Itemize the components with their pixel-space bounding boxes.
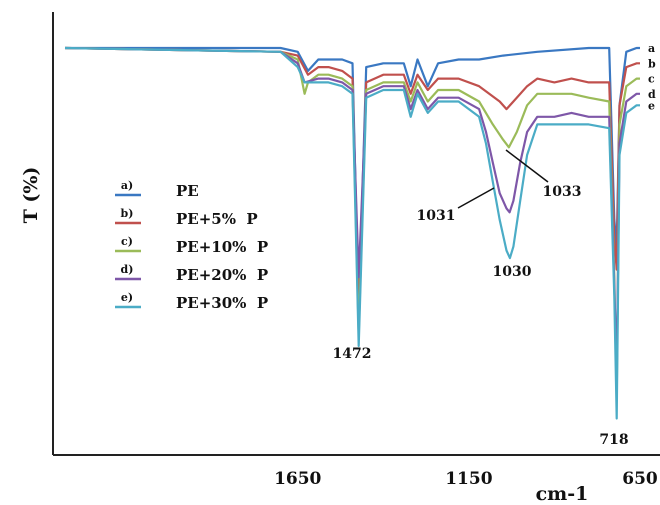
x-tick-label: 1150: [445, 469, 492, 489]
series-end-label-d: d: [648, 88, 656, 101]
series-line-e: [64, 46, 640, 420]
legend-letter: c): [121, 235, 133, 248]
series-end-label-a: a: [648, 42, 655, 55]
x-ticks: 1650 1150 650: [274, 469, 658, 489]
legend-label: PE+5% P: [176, 210, 258, 228]
annotation-leader-line: [457, 187, 495, 209]
series-end-label-b: b: [648, 57, 656, 70]
legend-letter: a): [121, 179, 133, 192]
x-tick-label: 1650: [274, 469, 321, 489]
annotation-leader-line: [505, 149, 549, 183]
legend-label: PE: [176, 182, 199, 200]
annotation-718: 718: [599, 432, 628, 448]
y-axis-title: T (%): [20, 167, 42, 224]
annotation-1031: 1031: [417, 208, 456, 224]
series-end-label-c: c: [648, 73, 655, 86]
legend-letter: b): [121, 207, 134, 220]
x-axis-title: cm-1: [536, 483, 589, 505]
legend-letter: e): [121, 291, 133, 304]
legend-label: PE+10% P: [176, 238, 268, 256]
annotation-1472: 1472: [333, 346, 372, 362]
legend-label: PE+20% P: [176, 266, 268, 284]
series-end-label-e: e: [648, 99, 655, 112]
series-layer: [64, 46, 640, 420]
axes: [52, 12, 660, 456]
series-line-a: [65, 46, 640, 317]
annotation-1030: 1030: [493, 264, 532, 280]
series-line-d: [64, 46, 640, 378]
legend-label: PE+30% P: [176, 294, 268, 312]
legend-letter: d): [121, 263, 134, 276]
legend: a) PE b) PE+5% P c) PE+10% P d) PE+20% P e) PE+30…: [115, 179, 268, 312]
peak-annotations: 1472 1033 1031 1030 718: [333, 149, 629, 448]
annotation-1033: 1033: [543, 184, 582, 200]
x-tick-label: 650: [622, 469, 658, 489]
